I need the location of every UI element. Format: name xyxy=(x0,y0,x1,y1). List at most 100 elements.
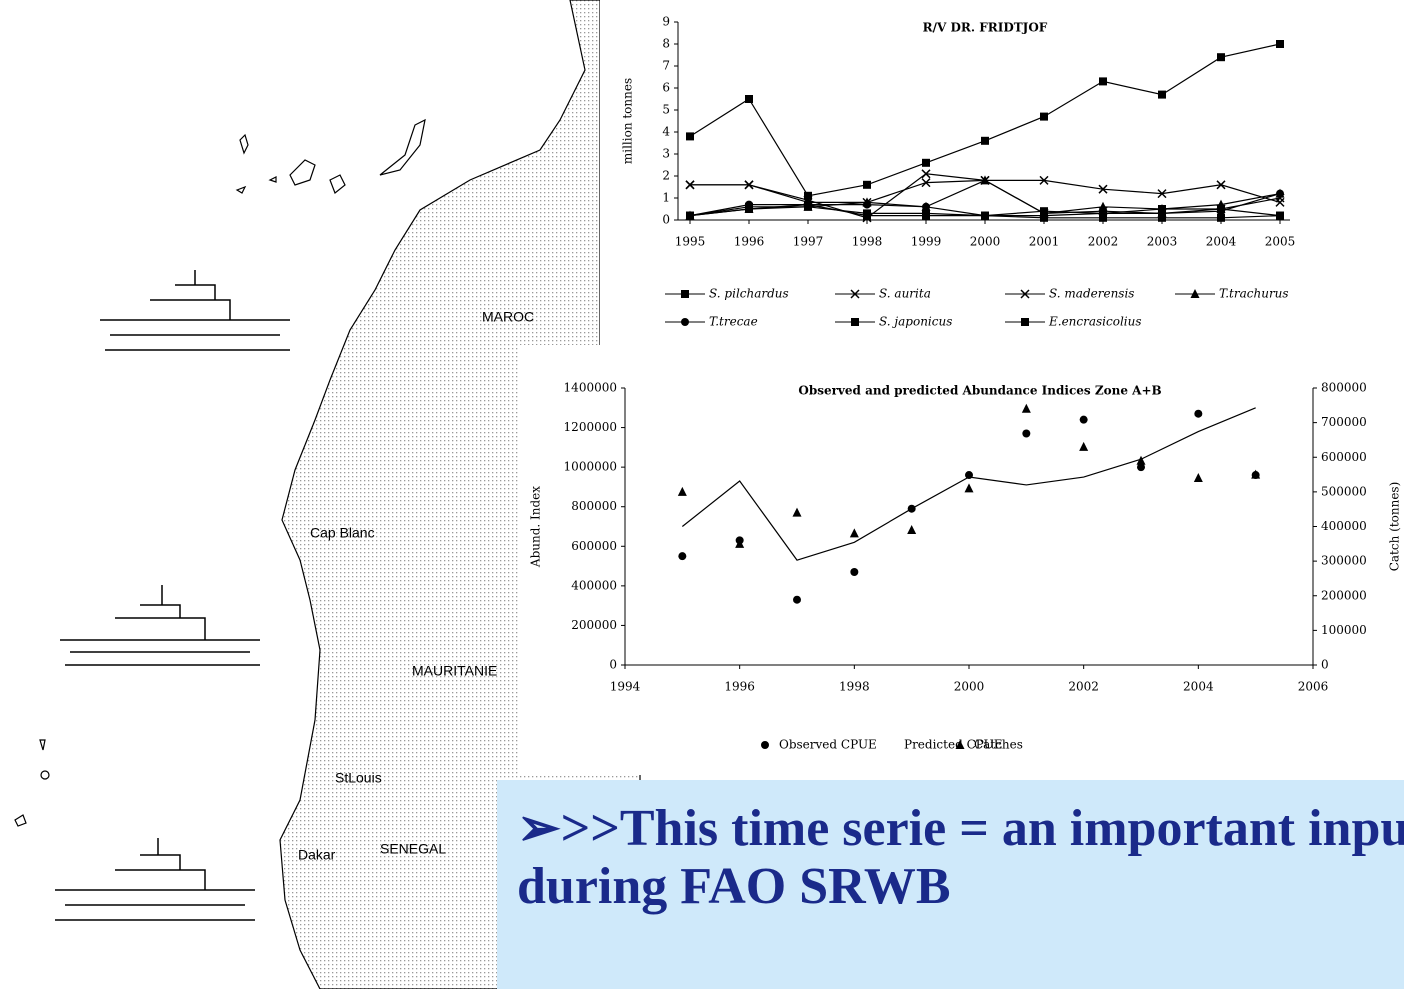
x-tick-label: 2004 xyxy=(1206,235,1237,249)
legend-marker xyxy=(1021,318,1029,326)
map-label: MAURITANIE xyxy=(412,663,497,679)
ships xyxy=(55,270,290,920)
y-tick-label: 800000 xyxy=(571,499,617,513)
marker xyxy=(1276,212,1284,220)
y-tick-label: 2 xyxy=(662,169,670,183)
x-tick-label: 2006 xyxy=(1298,680,1329,694)
legend-marker xyxy=(681,318,689,326)
y-tick-label: 0 xyxy=(609,658,617,672)
marker xyxy=(1040,113,1048,121)
legend-label: S. pilchardus xyxy=(709,287,789,301)
legend-label: Observed CPUE xyxy=(779,738,877,752)
chart-title: R/V DR. FRIDTJOF xyxy=(923,21,1048,35)
marker xyxy=(745,205,753,213)
x-tick-label: 2002 xyxy=(1068,680,1099,694)
marker xyxy=(1276,190,1284,198)
marker xyxy=(863,212,871,220)
y-tick-label: 600000 xyxy=(571,539,617,553)
marker xyxy=(863,201,871,209)
legend-marker xyxy=(681,290,689,298)
marker xyxy=(793,596,801,604)
legend-marker xyxy=(761,741,769,749)
x-tick-label: 2005 xyxy=(1265,235,1296,249)
x-tick-label: 1995 xyxy=(675,235,706,249)
callout-text: >>This time serie = an important input d… xyxy=(517,800,1404,915)
y-tick-label: 9 xyxy=(662,15,670,29)
x-tick-label: 2003 xyxy=(1147,235,1178,249)
x-tick-label: 2000 xyxy=(954,680,985,694)
y2-tick-label: 800000 xyxy=(1321,381,1367,395)
y2-tick-label: 500000 xyxy=(1321,484,1367,498)
y-tick-label: 1200000 xyxy=(564,420,617,434)
y-axis-label: million tonnes xyxy=(621,78,635,164)
marker xyxy=(1158,205,1166,213)
x-tick-label: 2002 xyxy=(1088,235,1119,249)
map-label: Cap Blanc xyxy=(310,525,375,541)
marker xyxy=(850,568,858,576)
y2-tick-label: 0 xyxy=(1321,658,1329,672)
marker xyxy=(1158,91,1166,99)
y-tick-label: 1000000 xyxy=(564,460,617,474)
chart-2-bg xyxy=(520,345,1404,775)
x-tick-label: 1998 xyxy=(839,680,870,694)
marker xyxy=(981,137,989,145)
x-tick-label: 2001 xyxy=(1029,235,1060,249)
y-tick-label: 1 xyxy=(662,191,670,205)
legend-label: Catches xyxy=(974,738,1023,752)
marker xyxy=(1217,205,1225,213)
legend-label: T.trachurus xyxy=(1219,287,1289,301)
x-tick-label: 1996 xyxy=(734,235,765,249)
y-tick-label: 3 xyxy=(662,147,670,161)
marker xyxy=(745,95,753,103)
x-tick-label: 1996 xyxy=(724,680,755,694)
callout-text: ➢>>This time serie = an important input … xyxy=(497,780,1404,916)
page: MAROC Cap Blanc MAURITANIE StLouis Dakar… xyxy=(0,0,1404,989)
y2-tick-label: 600000 xyxy=(1321,450,1367,464)
y2-tick-label: 400000 xyxy=(1321,519,1367,533)
marker xyxy=(1217,214,1225,222)
y2-tick-label: 200000 xyxy=(1321,588,1367,602)
y-tick-label: 200000 xyxy=(571,618,617,632)
y-tick-label: 0 xyxy=(662,213,670,227)
y-tick-label: 1400000 xyxy=(564,381,617,395)
x-tick-label: 1999 xyxy=(911,235,942,249)
marker xyxy=(1158,214,1166,222)
y2-tick-label: 700000 xyxy=(1321,415,1367,429)
legend-marker xyxy=(851,318,859,326)
x-tick-label: 1997 xyxy=(793,235,824,249)
marker xyxy=(922,159,930,167)
y-tick-label: 6 xyxy=(662,81,670,95)
marker xyxy=(804,201,812,209)
marker xyxy=(922,212,930,220)
legend-label: S. japonicus xyxy=(879,315,952,329)
map-label: SENEGAL xyxy=(380,841,446,857)
y-tick-label: 7 xyxy=(662,59,670,73)
x-tick-label: 1994 xyxy=(610,680,641,694)
y2-tick-label: 300000 xyxy=(1321,554,1367,568)
y-tick-label: 5 xyxy=(662,103,670,117)
y-tick-label: 8 xyxy=(662,37,670,51)
legend-label: S. maderensis xyxy=(1049,287,1134,301)
y-axis-label: Abund. Index xyxy=(529,486,543,568)
marker xyxy=(1040,214,1048,222)
marker xyxy=(686,212,694,220)
map-label: StLouis xyxy=(335,770,382,786)
marker xyxy=(686,132,694,140)
marker xyxy=(1080,416,1088,424)
marker xyxy=(981,212,989,220)
marker xyxy=(1217,53,1225,61)
y2-tick-label: 100000 xyxy=(1321,623,1367,637)
y2-axis-label: Catch (tonnes) xyxy=(1388,482,1402,572)
marker xyxy=(1022,430,1030,438)
chart-title: Observed and predicted Abundance Indices… xyxy=(798,384,1161,398)
map-label: Dakar xyxy=(298,847,336,863)
marker xyxy=(863,181,871,189)
marker xyxy=(1099,77,1107,85)
map-label: MAROC xyxy=(482,309,534,325)
marker xyxy=(1194,410,1202,418)
marker xyxy=(1276,40,1284,48)
marker xyxy=(1099,214,1107,222)
legend-label: E.encrasicolius xyxy=(1048,315,1142,329)
callout: ➢>>This time serie = an important input … xyxy=(497,780,1404,989)
legend-label: S. aurita xyxy=(879,287,931,301)
